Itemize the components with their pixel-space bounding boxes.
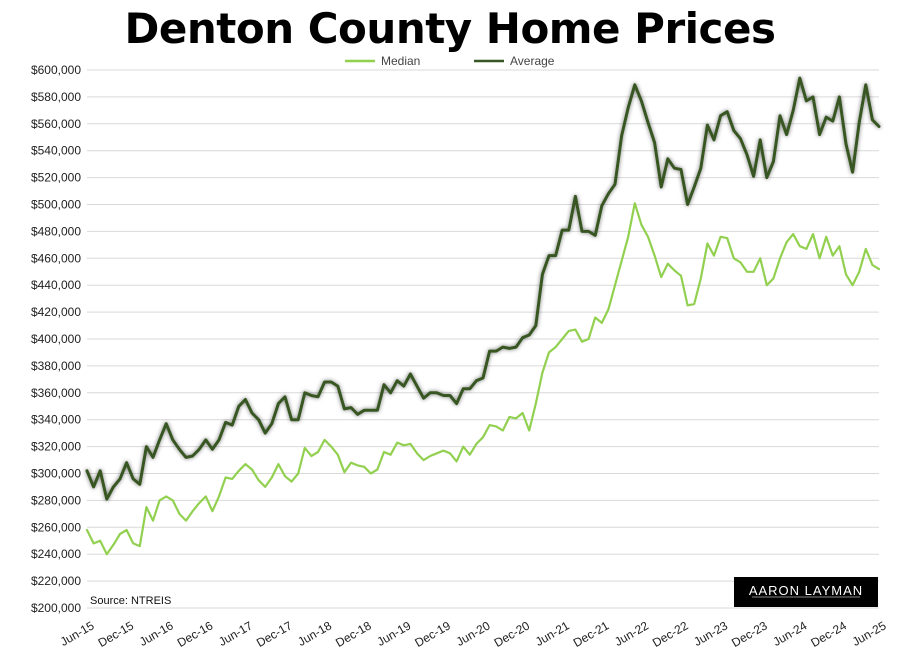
- x-tick-label: Dec-20: [492, 618, 533, 650]
- y-tick-label: $340,000: [31, 413, 81, 427]
- x-tick-label: Jun-18: [295, 618, 334, 649]
- y-tick-label: $300,000: [31, 467, 81, 481]
- series-lines: [85, 76, 881, 556]
- y-tick-label: $480,000: [31, 224, 81, 238]
- x-axis: Jun-15 Dec-15 Jun-16 Dec-16 Jun-17 Dec-17 Jun-…: [58, 618, 889, 650]
- chart-title: Denton County Home Prices: [124, 4, 776, 53]
- x-tick-label: Jun-22: [612, 618, 651, 649]
- x-tick-label: Jun-21: [533, 618, 572, 649]
- y-tick-label: $560,000: [31, 117, 81, 131]
- brand-logo: AARON LAYMAN: [734, 577, 878, 607]
- logo-text: AARON LAYMAN: [749, 583, 863, 598]
- source-note: Source: NTREIS: [90, 595, 171, 607]
- y-tick-label: $200,000: [31, 601, 81, 615]
- x-tick-label: Dec-24: [808, 618, 849, 650]
- series-line-median: [85, 202, 881, 556]
- y-tick-label: $380,000: [31, 359, 81, 373]
- x-tick-label: Dec-18: [333, 618, 374, 650]
- y-tick-label: $400,000: [31, 332, 81, 346]
- x-tick-label: Dec-23: [729, 618, 770, 650]
- legend-label-average: Average: [510, 54, 555, 68]
- y-tick-label: $600,000: [31, 63, 81, 77]
- x-tick-label: Jun-19: [375, 618, 414, 649]
- x-tick-label: Dec-19: [412, 618, 453, 650]
- y-tick-label: $360,000: [31, 386, 81, 400]
- series-line-average: [85, 76, 881, 501]
- y-tick-label: $440,000: [31, 278, 81, 292]
- y-tick-label: $500,000: [31, 198, 81, 212]
- gridlines: [87, 69, 879, 609]
- y-tick-label: $460,000: [31, 251, 81, 265]
- logo-background: [734, 577, 878, 607]
- x-tick-label: Dec-17: [254, 618, 295, 650]
- x-tick-label: Jun-24: [771, 618, 810, 649]
- y-axis: $200,000 $220,000 $240,000 $260,000 $280,000…: [31, 63, 81, 615]
- y-tick-label: $280,000: [31, 493, 81, 507]
- x-tick-label: Jun-20: [454, 618, 493, 649]
- legend-label-median: Median: [381, 54, 420, 68]
- x-tick-label: Dec-15: [96, 618, 137, 650]
- y-tick-label: $540,000: [31, 144, 81, 158]
- x-tick-label: Jun-23: [691, 618, 730, 649]
- x-tick-label: Jun-17: [216, 618, 255, 649]
- x-tick-label: Dec-21: [571, 618, 612, 650]
- y-tick-label: $420,000: [31, 305, 81, 319]
- x-tick-label: Jun-15: [58, 618, 97, 649]
- y-tick-label: $580,000: [31, 90, 81, 104]
- y-tick-label: $220,000: [31, 574, 81, 588]
- y-tick-label: $260,000: [31, 520, 81, 534]
- y-tick-label: $520,000: [31, 171, 81, 185]
- x-tick-label: Dec-16: [175, 618, 216, 650]
- y-tick-label: $240,000: [31, 547, 81, 561]
- x-tick-label: Jun-16: [137, 618, 176, 649]
- legend: Median Average: [345, 54, 555, 68]
- y-tick-label: $320,000: [31, 440, 81, 454]
- x-tick-label: Jun-25: [850, 618, 889, 649]
- x-tick-label: Dec-22: [650, 618, 691, 650]
